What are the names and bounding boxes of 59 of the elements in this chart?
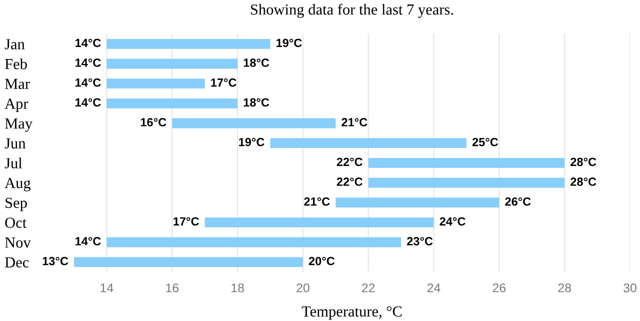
chart-title: Showing data for the last 7 years. xyxy=(250,4,454,18)
annotation: 19°C xyxy=(276,38,302,48)
bar xyxy=(368,178,565,188)
annotation: 14°C xyxy=(76,38,101,48)
annotation: 18°C xyxy=(244,58,270,67)
annotation: 26°C xyxy=(505,197,531,206)
bar xyxy=(172,118,336,128)
y-tick-label: Feb xyxy=(4,58,27,70)
y-tick-label: Sep xyxy=(6,198,27,212)
y-tick-label: Apr xyxy=(4,98,28,112)
y-tick-label: Dec xyxy=(4,257,29,268)
y-tick-label: Nov xyxy=(4,238,31,248)
annotation: 23°C xyxy=(407,237,433,246)
bar xyxy=(204,217,434,228)
annotation: 22°C xyxy=(336,178,362,186)
annotation: 13°C xyxy=(42,256,68,266)
y-tick-label: Mar xyxy=(4,78,30,90)
annotation: 14°C xyxy=(76,237,101,246)
bar xyxy=(106,78,205,89)
annotation: 14°C xyxy=(76,58,101,67)
x-tick-label: 28 xyxy=(558,283,571,292)
annotation: 17°C xyxy=(211,78,236,87)
x-tick-label: 22 xyxy=(362,283,375,292)
x-tick-label: 24 xyxy=(427,283,440,292)
annotation: 21°C xyxy=(342,118,368,126)
y-tick-label: Jan xyxy=(4,39,25,50)
y-tick-label: Jul xyxy=(4,158,22,168)
bar xyxy=(106,58,238,69)
annotation: 19°C xyxy=(239,138,264,146)
y-tick-label: Jun xyxy=(4,138,26,149)
x-axis-title: Temperature, °C xyxy=(302,306,402,320)
bar xyxy=(368,158,565,168)
x-tick-label: 30 xyxy=(624,283,636,292)
x-tick-label: 16 xyxy=(166,283,179,292)
annotation: 24°C xyxy=(440,217,466,226)
y-tick-label: May xyxy=(4,118,32,132)
annotation: 22°C xyxy=(336,158,362,166)
y-tick-label: Aug xyxy=(4,178,31,192)
x-tick-label: 20 xyxy=(296,283,310,292)
bar xyxy=(336,198,500,208)
bar xyxy=(270,138,466,148)
x-tick-label: 18 xyxy=(232,283,244,292)
x-tick-label: 14 xyxy=(100,284,114,292)
annotation: 14°C xyxy=(76,78,101,87)
annotation: 16°C xyxy=(140,118,166,126)
bar xyxy=(106,98,238,108)
annotation: 14°C xyxy=(76,98,101,107)
annotation: 21°C xyxy=(304,197,330,206)
annotation: 28°C xyxy=(570,158,596,166)
annotation: 18°C xyxy=(244,98,270,107)
annotation: 25°C xyxy=(472,138,498,146)
annotation: 17°C xyxy=(174,217,199,226)
annotation: 20°C xyxy=(308,256,335,266)
annotation: 28°C xyxy=(570,178,596,186)
x-tick-label: 26 xyxy=(492,283,506,292)
bar xyxy=(74,257,303,268)
y-tick-label: Oct xyxy=(5,218,27,228)
bar xyxy=(106,237,402,248)
bar xyxy=(106,38,270,49)
